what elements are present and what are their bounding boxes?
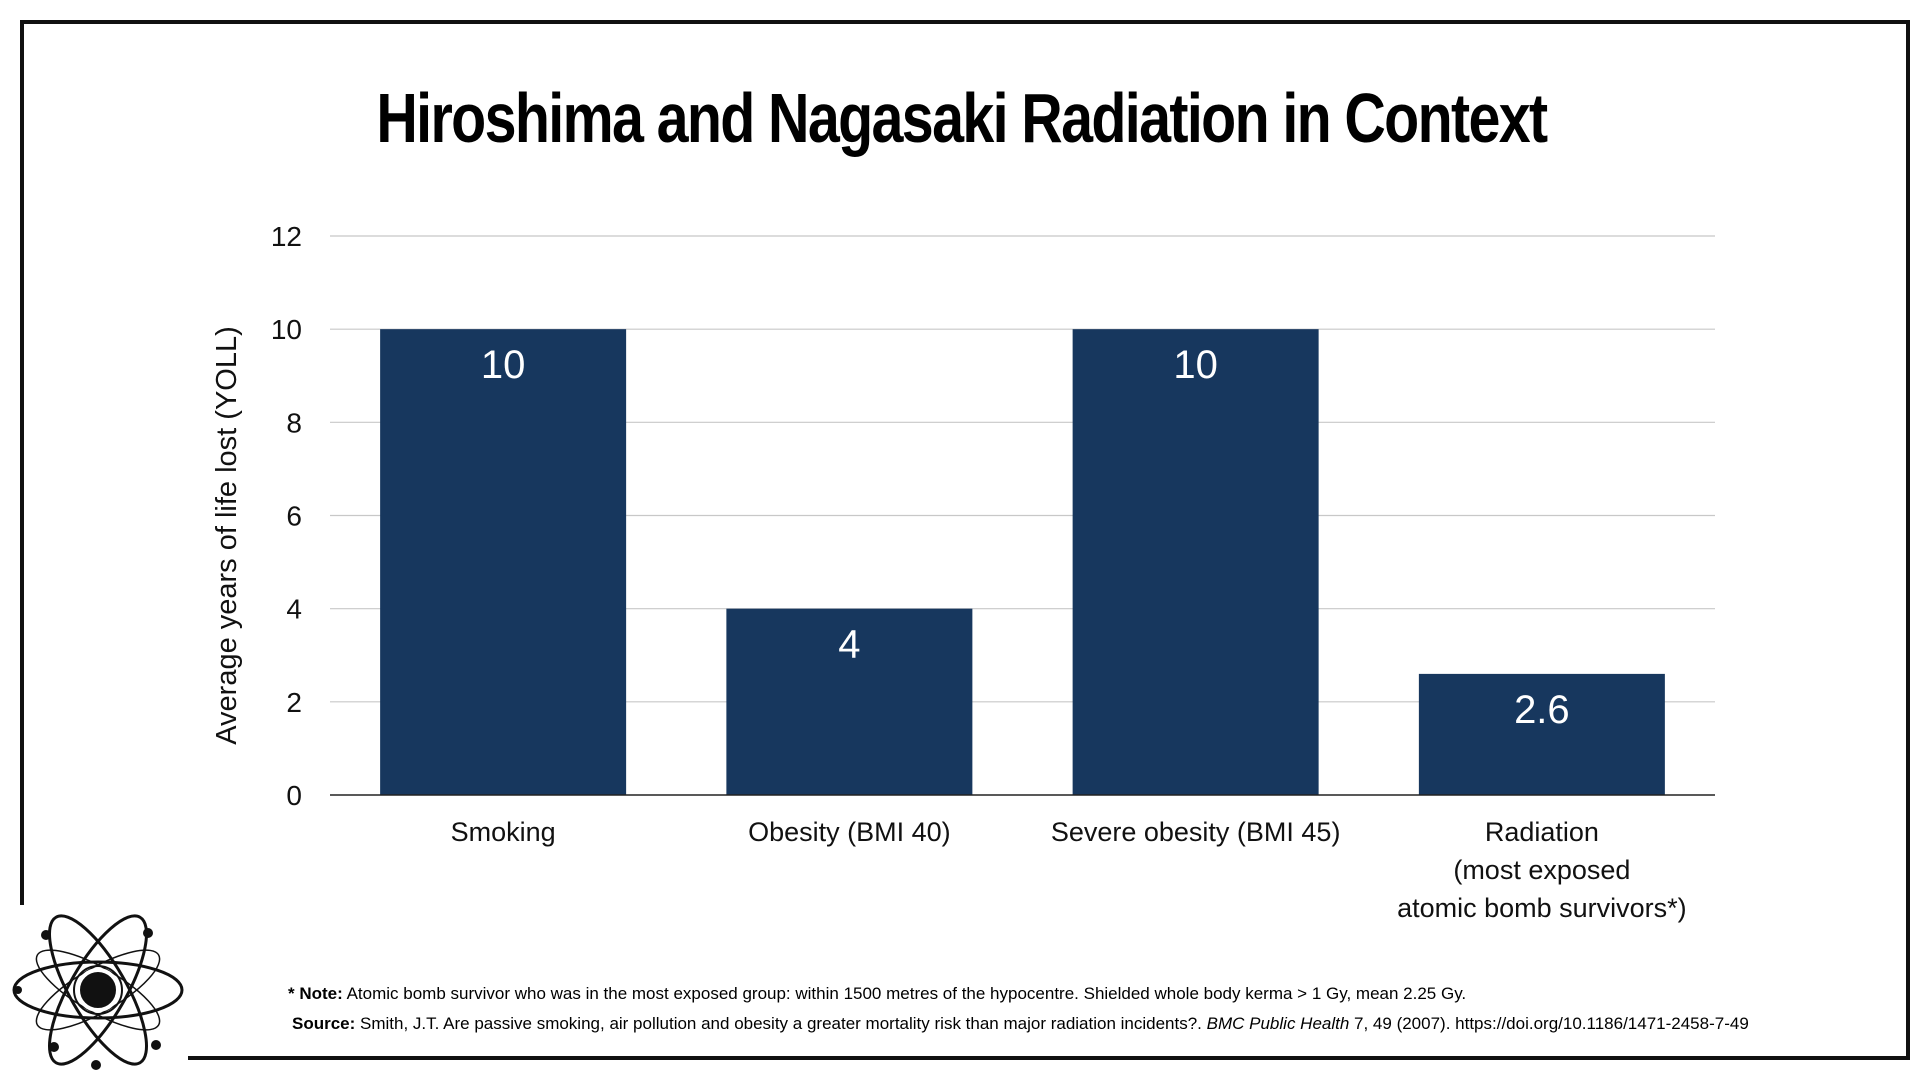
- bar: [1418, 673, 1665, 795]
- bar-data-label: 2.6: [1514, 688, 1570, 732]
- y-tick-label: 0: [286, 780, 302, 811]
- slide-frame: [20, 20, 1910, 1060]
- chart-title: Hiroshima and Nagasaki Radiation in Cont…: [376, 79, 1548, 157]
- atom-icon: [12, 914, 184, 1070]
- note-label: * Note:: [288, 984, 343, 1003]
- source-journal: BMC Public Health: [1206, 1014, 1350, 1033]
- x-category-label: Obesity (BMI 40): [748, 817, 951, 847]
- y-tick-label: 12: [271, 221, 302, 252]
- y-axis-title: Average years of life lost (YOLL): [211, 326, 243, 745]
- source-text-pre: Smith, J.T. Are passive smoking, air pol…: [355, 1014, 1207, 1033]
- y-tick-label: 10: [271, 314, 302, 345]
- x-axis-labels: Smoking Obesity (BMI 40) Severe obesity (B…: [451, 817, 1687, 923]
- y-tick-label: 8: [286, 407, 302, 438]
- bar-data-label: 4: [838, 623, 860, 667]
- note-text: Atomic bomb survivor who was in the most…: [342, 984, 1467, 1003]
- y-tick-label: 4: [286, 594, 302, 625]
- bar: [1072, 329, 1319, 795]
- x-category-label: Severe obesity (BMI 45): [1051, 817, 1341, 847]
- bar: [726, 608, 973, 795]
- y-tick-label: 2: [286, 687, 302, 718]
- footnote-note: * Note: Atomic bomb survivor who was in …: [288, 984, 1466, 1004]
- x-category-label: Smoking: [451, 817, 556, 847]
- y-tick-label: 6: [286, 501, 302, 532]
- bar-data-label: 10: [1173, 343, 1218, 387]
- source-text-post: 7, 49 (2007). https://doi.org/10.1186/14…: [1349, 1014, 1749, 1033]
- x-category-label: Radiation: [1485, 817, 1599, 847]
- bar-data-label: 10: [481, 343, 526, 387]
- x-category-label: atomic bomb survivors*): [1397, 893, 1687, 923]
- bars: 10 4 10 2.6: [380, 329, 1665, 795]
- footnote-source: Source: Smith, J.T. Are passive smoking,…: [292, 1014, 1749, 1034]
- y-axis-ticks: 0 2 4 6 8 10 12: [271, 221, 302, 811]
- bar: [380, 329, 627, 795]
- source-label: Source:: [292, 1014, 356, 1033]
- x-category-label: (most exposed: [1453, 855, 1630, 885]
